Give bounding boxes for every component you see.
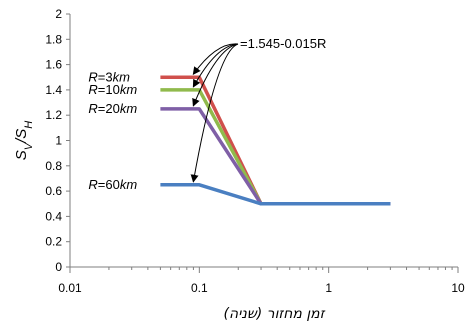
series-line bbox=[160, 109, 390, 204]
y-tick-label: 1.2 bbox=[45, 108, 62, 122]
y-tick-label: 0.4 bbox=[45, 209, 62, 223]
series-label: R=60km bbox=[88, 177, 137, 192]
y-tick-label: 1.6 bbox=[45, 58, 62, 72]
y-tick-label: 1 bbox=[55, 134, 62, 148]
x-tick-label: 1 bbox=[325, 281, 332, 295]
y-tick-label: 0.8 bbox=[45, 159, 62, 173]
series-line bbox=[160, 90, 390, 204]
y-tick-label: 1.8 bbox=[45, 32, 62, 46]
x-axis-label: זמן מחזור (שניה) bbox=[223, 306, 325, 322]
y-tick-label: 0.6 bbox=[45, 184, 62, 198]
x-tick-label: 0.01 bbox=[58, 281, 82, 295]
annotation-text: =1.545-0.015R bbox=[240, 36, 326, 51]
y-tick-label: 0 bbox=[55, 260, 62, 274]
series-label: R=10km bbox=[88, 82, 137, 97]
annotation-arrow bbox=[193, 44, 238, 74]
series-line bbox=[160, 185, 390, 204]
y-tick-label: 2 bbox=[55, 7, 62, 21]
y-axis-label: SV/SH bbox=[13, 121, 35, 161]
x-tick-label: 10 bbox=[451, 281, 465, 295]
series-lines bbox=[160, 77, 390, 204]
y-tick-label: 0.2 bbox=[45, 235, 62, 249]
x-tick-label: 0.1 bbox=[191, 281, 208, 295]
y-tick-label: 1.4 bbox=[45, 83, 62, 97]
series-label: R=20km bbox=[88, 101, 137, 116]
